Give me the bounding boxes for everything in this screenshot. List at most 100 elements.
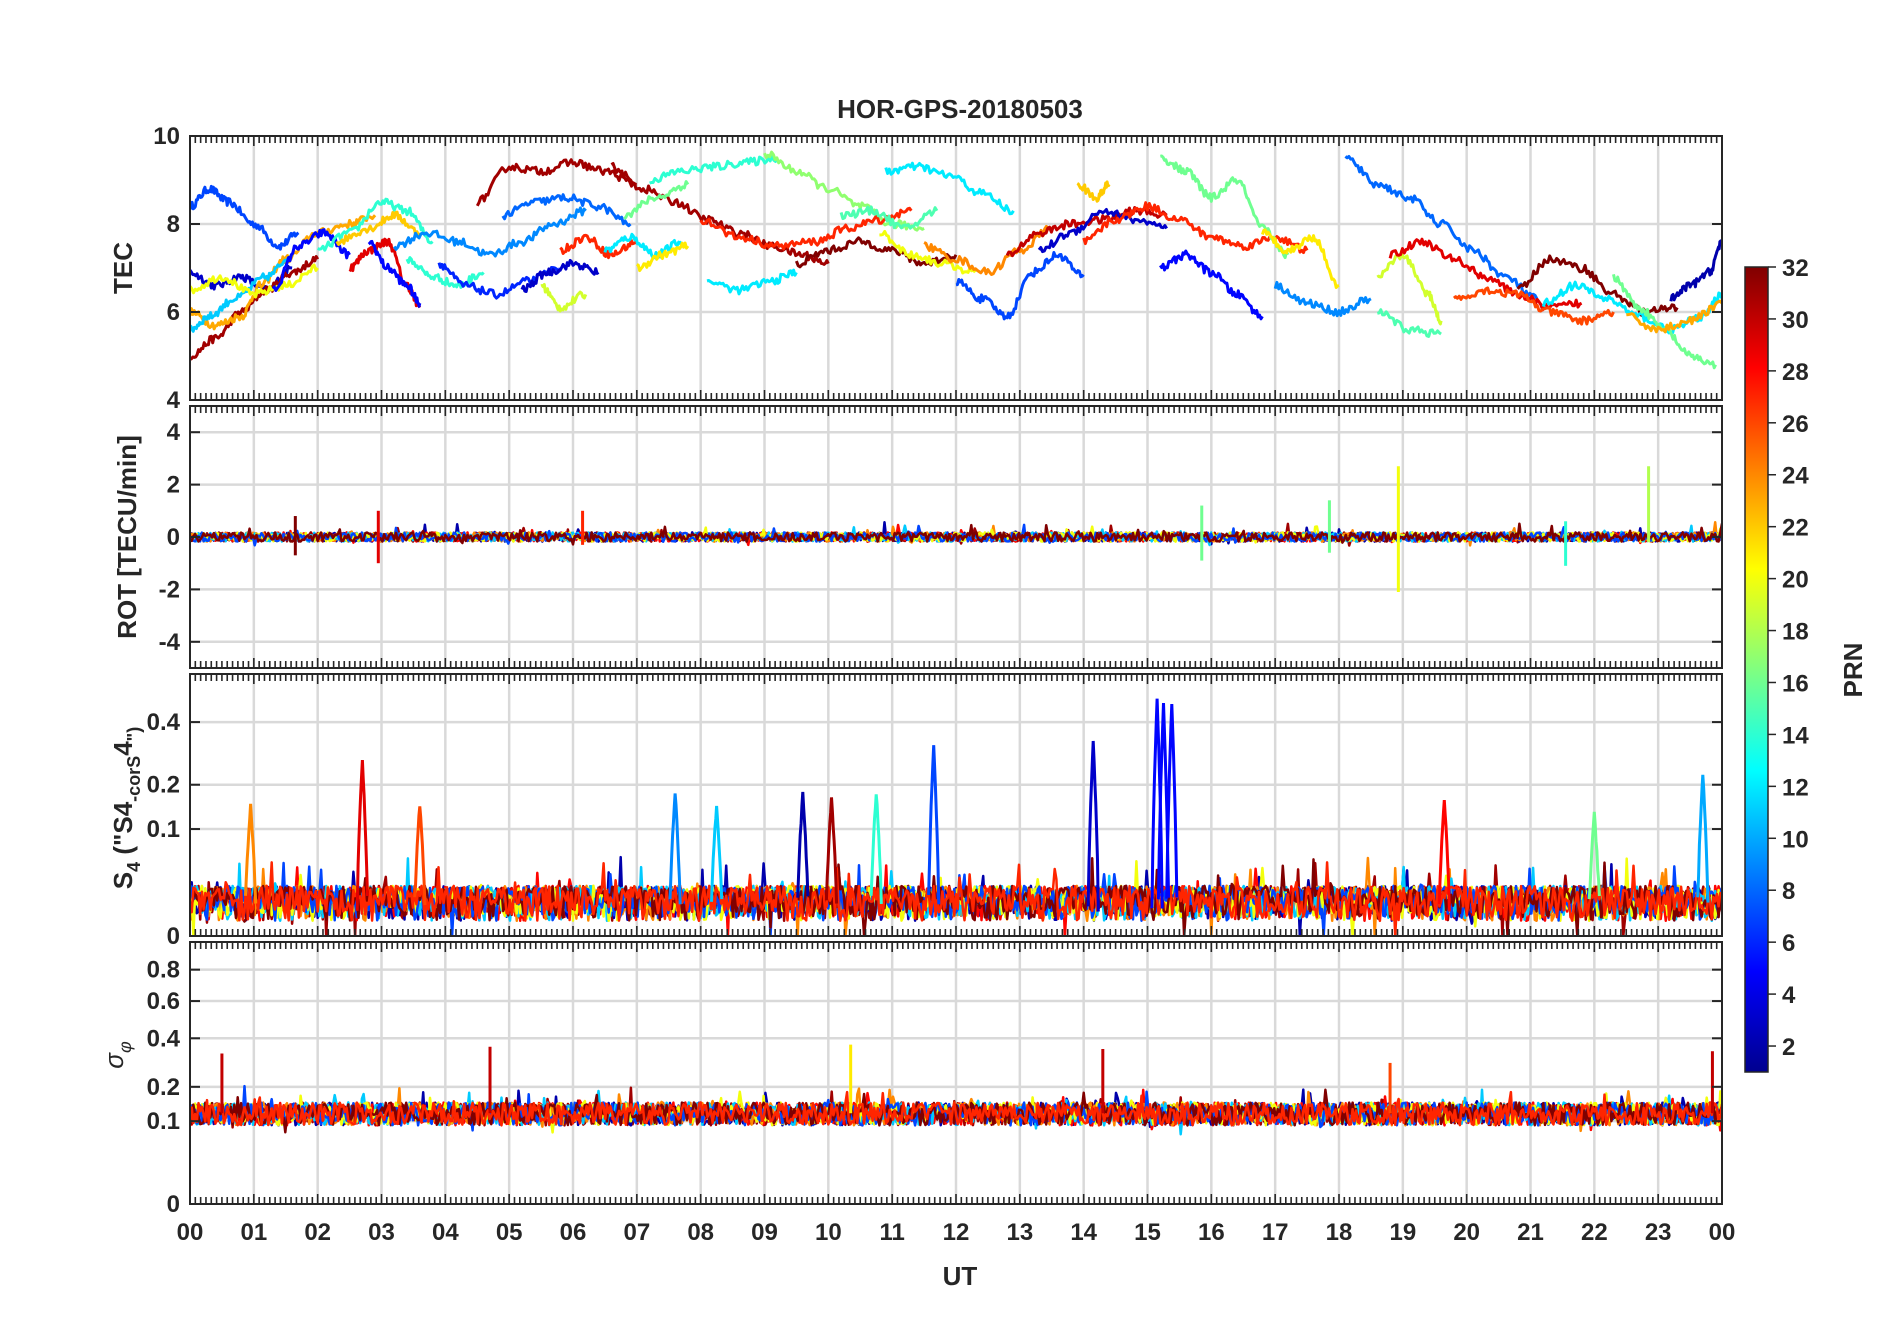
colorbar-tick-label: 20	[1782, 567, 1809, 594]
tec-series-line	[839, 205, 939, 230]
rot-axis-label: ROT [TECU/min]	[112, 435, 142, 639]
x-tick-label: 07	[623, 1219, 650, 1246]
tec-series-line	[1260, 228, 1340, 289]
s4-spike	[710, 805, 724, 902]
x-tick-label: 23	[1645, 1219, 1672, 1246]
rot-y-tick-label: 0	[167, 524, 180, 551]
tec-series-line	[1159, 249, 1264, 321]
tec-series-line	[1376, 249, 1443, 326]
s4-spike	[1696, 774, 1710, 903]
colorbar-tick-label: 32	[1782, 255, 1809, 282]
s4-spike	[824, 797, 839, 904]
rot-y-tick-label: -2	[159, 576, 180, 603]
x-tick-label: 11	[879, 1219, 904, 1246]
x-tick-label: 01	[240, 1219, 267, 1246]
colorbar-tick-label: 6	[1782, 930, 1795, 957]
colorbar-tick-label: 28	[1782, 359, 1809, 386]
x-tick-label: 09	[751, 1219, 778, 1246]
x-tick-label: 21	[1517, 1219, 1544, 1246]
tec-axis-label: TEC	[108, 242, 138, 294]
tec-series-line	[520, 258, 600, 293]
s4-spike	[1587, 811, 1601, 900]
x-tick-label: 08	[687, 1219, 714, 1246]
s4-y-tick-label: 0.1	[147, 816, 180, 843]
tec-series-line	[367, 239, 422, 308]
s4-y-tick-label: 0.4	[147, 709, 181, 736]
rot-y-tick-label: 2	[167, 472, 180, 499]
x-tick-label: 12	[943, 1219, 970, 1246]
colorbar-tick-label: 4	[1782, 982, 1796, 1009]
sigma-y-tick-label: 0.1	[147, 1108, 180, 1135]
tec-series-line	[1037, 208, 1168, 254]
sigma-series-line	[190, 1090, 1722, 1127]
colorbar-tick-label: 14	[1782, 722, 1809, 749]
tec-series-line	[501, 193, 632, 228]
tec-series-line	[190, 253, 294, 333]
tec-series-line	[190, 255, 320, 361]
x-tick-label: 06	[560, 1219, 587, 1246]
sigma-phi-axis-label: σφ	[99, 1041, 135, 1069]
x-tick-label: 03	[368, 1219, 395, 1246]
tec-series-line	[879, 229, 977, 275]
colorbar-tick-label: 18	[1782, 619, 1809, 646]
tec-series-line	[923, 225, 1052, 276]
s4-spike	[796, 791, 810, 898]
tec-series-line	[1273, 280, 1372, 318]
x-tick-label: 05	[496, 1219, 523, 1246]
colorbar-tick-label: 30	[1782, 307, 1809, 334]
s4-spike	[1086, 740, 1100, 912]
x-tick-label: 00	[177, 1219, 204, 1246]
tec-series-line	[1669, 239, 1722, 302]
tec-series-line	[559, 233, 638, 260]
rot-series-line	[190, 522, 1722, 546]
tec-y-tick-label: 10	[153, 123, 180, 150]
s4-panel: 0 0.1 0.2 0.4	[147, 673, 1723, 950]
s4-spike	[668, 793, 682, 905]
tec-series-line	[540, 283, 588, 313]
tec-series-line	[699, 206, 913, 251]
tec-series-line	[335, 210, 422, 246]
colorbar-tick-label: 26	[1782, 411, 1809, 438]
colorbar-gradient	[1744, 266, 1769, 1073]
x-tick-label: 02	[304, 1219, 331, 1246]
x-tick-label: 10	[815, 1219, 842, 1246]
colorbar-label: PRN	[1838, 643, 1868, 698]
sigma-y-tick-label: 0.2	[147, 1074, 180, 1101]
rot-panel: -4 -2 0 2 4	[159, 405, 1723, 669]
x-tick-label: 17	[1262, 1219, 1289, 1246]
tec-series-line	[475, 158, 637, 207]
x-tick-label: 16	[1198, 1219, 1225, 1246]
tec-series-line	[623, 180, 690, 220]
x-axis-label: UT	[943, 1261, 978, 1291]
s4-spike	[869, 794, 883, 904]
x-tick-label: 19	[1389, 1219, 1416, 1246]
sigma-series	[190, 1044, 1722, 1136]
tec-series-line	[955, 251, 1085, 321]
x-tick-label: 15	[1134, 1219, 1161, 1246]
s4-spike	[1156, 703, 1171, 900]
tec-series-line	[636, 241, 690, 273]
tec-y-tick-label: 8	[167, 211, 180, 238]
x-tick-label: 18	[1326, 1219, 1353, 1246]
chart-title: HOR-GPS-20180503	[837, 94, 1083, 124]
tec-panel: 4 6 8 10	[153, 123, 1723, 414]
tec-y-tick-label: 6	[167, 299, 180, 326]
tec-series-line	[1376, 308, 1442, 338]
sigma-y-tick-label: 0.6	[147, 988, 180, 1015]
colorbar-tick-label: 16	[1782, 670, 1809, 697]
x-tick-label: 13	[1006, 1219, 1033, 1246]
s4-series-line	[190, 861, 1722, 936]
tec-series	[190, 150, 1722, 370]
tec-series-line	[1076, 180, 1111, 203]
x-tick-label: 22	[1581, 1219, 1608, 1246]
tec-series-line	[1626, 299, 1722, 334]
x-tick-label: 14	[1070, 1219, 1097, 1246]
s4-series	[190, 698, 1722, 936]
x-tick-label: 04	[432, 1219, 459, 1246]
tec-series-line	[1452, 286, 1615, 326]
s4-y-tick-label: 0	[167, 923, 180, 950]
tec-series-line	[405, 256, 485, 289]
